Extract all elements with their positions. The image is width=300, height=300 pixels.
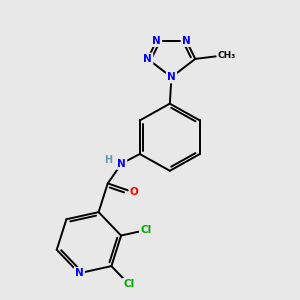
Text: H: H	[104, 155, 112, 165]
Text: N: N	[182, 36, 191, 46]
Text: N: N	[117, 159, 126, 169]
Text: N: N	[167, 72, 176, 82]
Text: Cl: Cl	[140, 225, 152, 235]
Text: Cl: Cl	[123, 279, 134, 289]
Text: O: O	[130, 187, 139, 197]
Text: N: N	[152, 36, 161, 46]
Text: N: N	[143, 54, 152, 64]
Text: CH₃: CH₃	[218, 51, 236, 60]
Text: N: N	[75, 268, 84, 278]
